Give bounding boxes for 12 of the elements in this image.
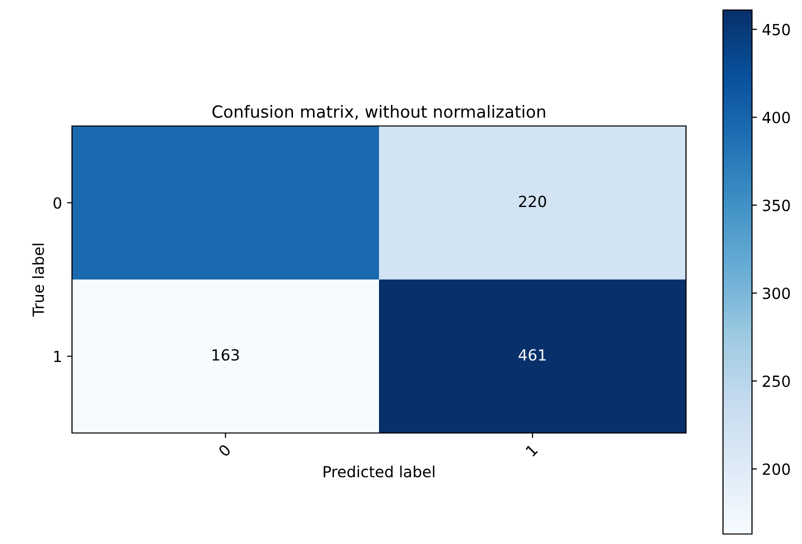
data-label: 461 — [518, 349, 546, 361]
color-bar-label: 450 — [762, 24, 790, 36]
color-bar-label: 250 — [762, 375, 790, 388]
color-bar-label: 300 — [762, 288, 790, 300]
color-bar-label: 400 — [762, 112, 790, 124]
data-label: 163 — [212, 349, 239, 361]
chart-title: Confusion matrix, without normalization — [212, 105, 546, 120]
data-label: 220 — [519, 196, 546, 208]
y-axis-title: True label — [32, 244, 44, 317]
color-bar-label: 350 — [762, 200, 790, 212]
x-axis-title: Predicted label — [324, 466, 434, 478]
color-bar-label: 200 — [762, 463, 790, 475]
